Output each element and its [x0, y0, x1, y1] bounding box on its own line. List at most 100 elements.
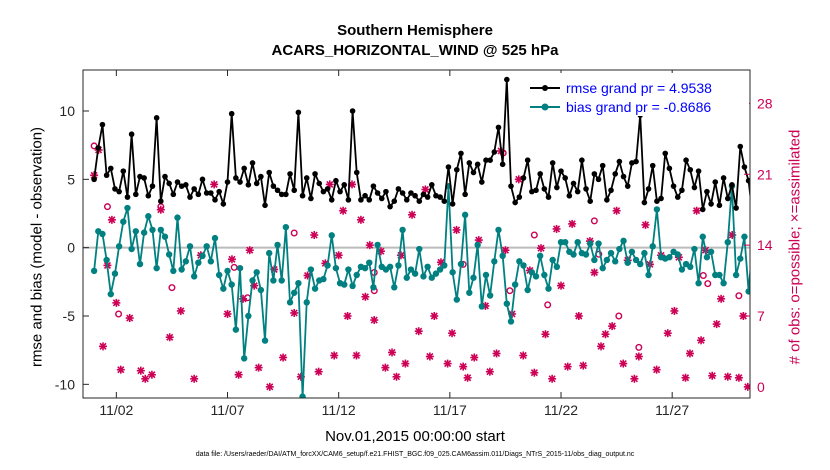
rmse-point: [395, 186, 402, 192]
rmse-point: [233, 175, 239, 181]
rmse-point: [199, 176, 206, 183]
legend-bias-marker: [541, 103, 549, 111]
rmse-point: [341, 182, 348, 188]
rmse-point: [349, 108, 356, 114]
legend-box: [527, 73, 749, 116]
rmse-point: [645, 186, 652, 192]
plot-frame: [82, 69, 751, 399]
bias-point: [391, 284, 398, 291]
rmse-point: [274, 187, 281, 194]
rmse-point: [170, 191, 177, 198]
y-tick-label: 5: [67, 171, 75, 187]
bias-point: [741, 233, 748, 240]
rmse-point: [241, 165, 247, 172]
rmse-point: [208, 190, 214, 196]
obs-assimilated-marker: [107, 215, 116, 224]
rmse-point: [604, 197, 610, 203]
obs-assimilated-marker: [501, 246, 510, 255]
bias-point: [374, 241, 381, 249]
obs-possible-marker: [615, 312, 623, 320]
obs-assimilated-marker: [176, 306, 185, 315]
obs-assimilated-marker: [568, 219, 577, 228]
bias-point: [532, 273, 540, 280]
bias-point: [582, 251, 590, 258]
bias-point: [407, 266, 415, 273]
bias-point: [724, 239, 731, 246]
rmse-point: [470, 169, 477, 176]
rmse-point: [133, 191, 139, 198]
rmse-point: [166, 180, 172, 187]
bias-point: [399, 226, 406, 234]
bias-point: [607, 249, 615, 257]
obs-assimilated-marker: [234, 370, 243, 379]
bias-point: [145, 213, 152, 220]
obs-possible-marker: [290, 229, 298, 237]
rmse-point: [483, 157, 489, 163]
bias-point: [111, 270, 119, 277]
bias-point: [424, 263, 431, 270]
x-tick-label: 11/02: [99, 402, 133, 418]
obs-assimilated-marker: [448, 329, 457, 338]
obs-assimilated-marker: [310, 231, 319, 240]
obs-assimilated-marker: [685, 349, 694, 358]
rmse-point: [428, 182, 435, 188]
obs-possible-marker: [506, 287, 514, 295]
rmse-point: [666, 165, 673, 172]
rmse-point: [358, 197, 364, 203]
rmse-point: [174, 179, 181, 185]
rmse-point: [195, 191, 202, 198]
bias-point: [232, 326, 240, 333]
bias-point: [466, 289, 473, 296]
bias-point: [536, 252, 544, 260]
bias-point: [103, 256, 110, 264]
obs-assimilated-marker: [492, 349, 501, 358]
obs-possible-marker: [103, 203, 111, 211]
legend-bias-label: bias grand pr = -0.8686: [566, 99, 711, 115]
bias-point: [349, 282, 356, 290]
obs-assimilated-marker: [141, 374, 150, 383]
rmse-point: [220, 201, 227, 207]
rmse-point: [408, 190, 414, 196]
rmse-point: [620, 173, 627, 180]
rmse-point: [378, 195, 385, 202]
bias-point: [499, 252, 506, 260]
bias-point: [616, 245, 623, 253]
obs-assimilated-marker: [470, 353, 479, 362]
bias-point: [645, 271, 652, 279]
chart-subtitle: ACARS_HORIZONTAL_WIND @ 525 hPa: [271, 42, 559, 59]
bias-point: [687, 263, 694, 270]
bias-point: [386, 263, 394, 270]
obs-assimilated-marker: [734, 373, 743, 382]
rmse-point: [258, 173, 264, 180]
bias-point: [695, 280, 702, 287]
obs-assimilated-marker: [463, 373, 472, 382]
obs-assimilated-marker: [414, 327, 423, 336]
bias-point: [249, 277, 256, 284]
y-tick-label-right: 7: [757, 308, 765, 324]
rmse-point: [333, 177, 339, 184]
rmse-point: [520, 175, 527, 181]
plot-area: [83, 70, 750, 398]
bias-point: [511, 281, 519, 288]
rmse-point: [145, 192, 152, 199]
bias-point: [178, 266, 185, 273]
bias-point: [411, 270, 419, 277]
rmse-point: [733, 205, 739, 211]
bias-point: [153, 264, 160, 272]
rmse-point: [641, 199, 648, 206]
bias-point: [516, 258, 523, 265]
rmse-point: [583, 186, 589, 192]
obs-assimilated-marker: [370, 316, 379, 325]
obs-assimilated-marker: [717, 294, 726, 303]
bias-point: [495, 226, 502, 234]
obs-assimilated-marker: [147, 370, 156, 379]
obs-assimilated-marker: [425, 352, 434, 361]
bias-point: [699, 233, 706, 240]
bias-point: [395, 262, 402, 269]
obs-assimilated-marker: [612, 206, 621, 215]
bias-point: [195, 259, 202, 266]
obs-assimilated-marker: [330, 351, 339, 360]
rmse-point: [654, 198, 660, 204]
rmse-point: [445, 164, 452, 170]
bias-point: [503, 300, 511, 307]
